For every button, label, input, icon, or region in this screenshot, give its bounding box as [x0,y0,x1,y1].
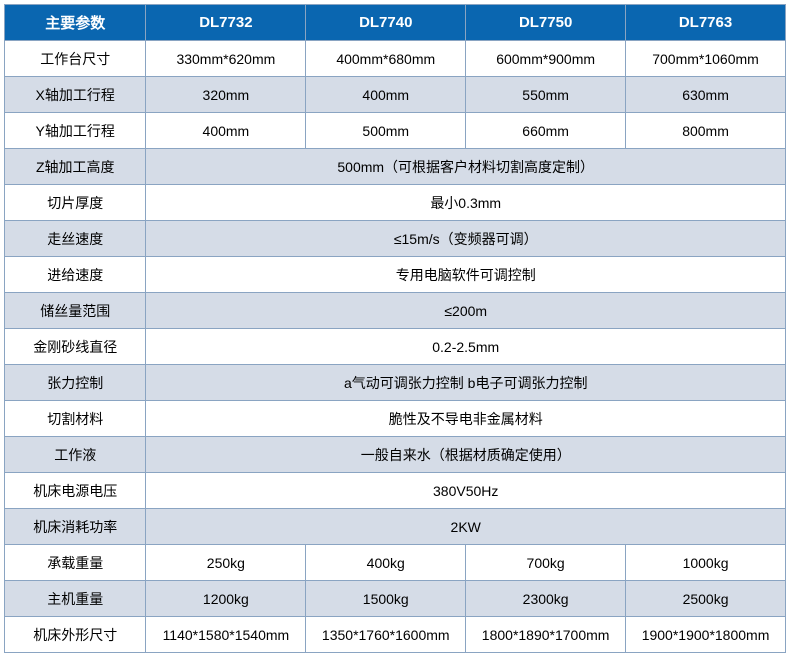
row-value-merged: 2KW [146,509,786,545]
table-row: 走丝速度≤15m/s（变频器可调） [5,221,786,257]
row-value-merged: ≤200m [146,293,786,329]
row-label: 工作台尺寸 [5,41,146,77]
row-value: 400kg [306,545,466,581]
table-row: 切片厚度最小0.3mm [5,185,786,221]
table-row: 承载重量250kg400kg700kg1000kg [5,545,786,581]
row-value: 2500kg [626,581,786,617]
row-label: 张力控制 [5,365,146,401]
row-value: 320mm [146,77,306,113]
header-param: 主要参数 [5,5,146,41]
row-value: 630mm [626,77,786,113]
table-body: 工作台尺寸330mm*620mm400mm*680mm600mm*900mm70… [5,41,786,653]
row-value: 660mm [466,113,626,149]
row-value: 600mm*900mm [466,41,626,77]
row-label: 主机重量 [5,581,146,617]
row-value-merged: ≤15m/s（变频器可调） [146,221,786,257]
row-value-merged: 最小0.3mm [146,185,786,221]
header-row: 主要参数 DL7732 DL7740 DL7750 DL7763 [5,5,786,41]
row-label: Z轴加工高度 [5,149,146,185]
row-value: 550mm [466,77,626,113]
table-row: 机床外形尺寸1140*1580*1540mm1350*1760*1600mm18… [5,617,786,653]
table-row: X轴加工行程320mm400mm550mm630mm [5,77,786,113]
row-value: 500mm [306,113,466,149]
row-label: 工作液 [5,437,146,473]
table-row: 主机重量1200kg1500kg2300kg2500kg [5,581,786,617]
header-model-1: DL7740 [306,5,466,41]
row-value: 1350*1760*1600mm [306,617,466,653]
table-row: 张力控制a气动可调张力控制 b电子可调张力控制 [5,365,786,401]
row-label: 进给速度 [5,257,146,293]
table-row: 工作台尺寸330mm*620mm400mm*680mm600mm*900mm70… [5,41,786,77]
header-model-2: DL7750 [466,5,626,41]
table-row: Z轴加工高度500mm（可根据客户材料切割高度定制） [5,149,786,185]
table-row: 工作液一般自来水（根据材质确定使用） [5,437,786,473]
table-row: Y轴加工行程400mm500mm660mm800mm [5,113,786,149]
row-value: 1500kg [306,581,466,617]
row-value-merged: 专用电脑软件可调控制 [146,257,786,293]
table-row: 切割材料脆性及不导电非金属材料 [5,401,786,437]
row-value-merged: 一般自来水（根据材质确定使用） [146,437,786,473]
table-row: 机床电源电压380V50Hz [5,473,786,509]
row-label: 承载重量 [5,545,146,581]
row-value: 250kg [146,545,306,581]
row-label: 走丝速度 [5,221,146,257]
row-value-merged: 500mm（可根据客户材料切割高度定制） [146,149,786,185]
header-model-3: DL7763 [626,5,786,41]
row-value: 400mm*680mm [306,41,466,77]
row-value: 400mm [306,77,466,113]
table-row: 机床消耗功率2KW [5,509,786,545]
row-label: 机床外形尺寸 [5,617,146,653]
table-row: 储丝量范围≤200m [5,293,786,329]
row-label: 机床电源电压 [5,473,146,509]
table-row: 进给速度专用电脑软件可调控制 [5,257,786,293]
table-header: 主要参数 DL7732 DL7740 DL7750 DL7763 [5,5,786,41]
row-value-merged: a气动可调张力控制 b电子可调张力控制 [146,365,786,401]
header-model-0: DL7732 [146,5,306,41]
row-value: 700mm*1060mm [626,41,786,77]
row-value: 700kg [466,545,626,581]
row-label: 机床消耗功率 [5,509,146,545]
row-value: 1000kg [626,545,786,581]
table-row: 金刚砂线直径0.2-2.5mm [5,329,786,365]
row-value: 800mm [626,113,786,149]
row-value: 400mm [146,113,306,149]
row-value: 1800*1890*1700mm [466,617,626,653]
row-label: Y轴加工行程 [5,113,146,149]
row-value: 2300kg [466,581,626,617]
row-value: 330mm*620mm [146,41,306,77]
row-label: X轴加工行程 [5,77,146,113]
row-value-merged: 脆性及不导电非金属材料 [146,401,786,437]
spec-table: 主要参数 DL7732 DL7740 DL7750 DL7763 工作台尺寸33… [4,4,786,653]
row-value: 1900*1900*1800mm [626,617,786,653]
row-value-merged: 380V50Hz [146,473,786,509]
row-value-merged: 0.2-2.5mm [146,329,786,365]
row-value: 1200kg [146,581,306,617]
row-label: 储丝量范围 [5,293,146,329]
row-label: 金刚砂线直径 [5,329,146,365]
row-value: 1140*1580*1540mm [146,617,306,653]
row-label: 切割材料 [5,401,146,437]
row-label: 切片厚度 [5,185,146,221]
